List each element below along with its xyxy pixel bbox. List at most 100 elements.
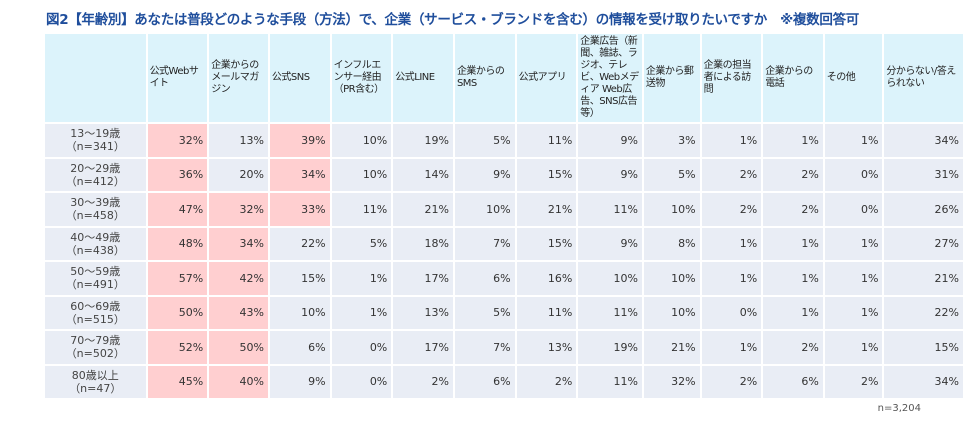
- value-cell: 31%: [884, 158, 963, 191]
- value-cell: 1%: [701, 227, 762, 260]
- value-cell: 1%: [824, 262, 883, 295]
- table-row: 70～79歳 （n=502） 52% 50% 6% 0% 17% 7% 13% 19% 21% 1% 2…: [45, 331, 963, 364]
- value-cell: 13%: [516, 331, 577, 364]
- value-cell: 17%: [393, 331, 453, 364]
- value-cell: 57%: [147, 262, 208, 295]
- value-cell: 21%: [884, 262, 963, 295]
- sample-size: （n=491）: [65, 278, 125, 292]
- corner-cell: [45, 34, 146, 122]
- value-cell: 11%: [578, 296, 642, 329]
- value-cell: 20%: [209, 158, 268, 191]
- value-cell: 10%: [643, 296, 700, 329]
- row-label: 30～39歳 （n=458）: [45, 193, 146, 226]
- value-cell: 11%: [516, 124, 577, 157]
- row-label: 40～49歳 （n=438）: [45, 227, 146, 260]
- row-label: 70～79歳 （n=502）: [45, 331, 146, 364]
- sample-size-note: n=3,204: [877, 403, 921, 414]
- value-cell: 40%: [209, 365, 268, 398]
- column-header: インフルエンサー経由（PR含む）: [331, 34, 392, 122]
- column-header: 企業広告（新聞、雑誌、ラジオ、テレビ、Webメディア Web広告、SNS広告等）: [578, 34, 642, 122]
- value-cell: 45%: [147, 365, 208, 398]
- value-cell: 9%: [578, 158, 642, 191]
- age-group: 60～69歳: [70, 299, 121, 313]
- row-label: 80歳以上 （n=47）: [45, 365, 146, 398]
- value-cell: 6%: [454, 262, 515, 295]
- value-cell: 16%: [516, 262, 577, 295]
- table-row: 30～39歳 （n=458） 47% 32% 33% 11% 21% 10% 21% 11% 10%…: [45, 193, 963, 226]
- value-cell: 8%: [643, 227, 700, 260]
- age-group: 30～39歳: [70, 196, 121, 210]
- value-cell: 6%: [763, 365, 823, 398]
- value-cell: 11%: [331, 193, 392, 226]
- value-cell: 15%: [269, 262, 330, 295]
- value-cell: 22%: [884, 296, 963, 329]
- value-cell: 7%: [454, 331, 515, 364]
- table-row: 40～49歳 （n=438） 48% 34% 22% 5% 18% 7% 15% 9% 8% 1% 1%…: [45, 227, 963, 260]
- table-row: 13～19歳 （n=341） 32% 13% 39% 10% 19% 5% 11% 9% 3% 1% 1…: [45, 124, 963, 157]
- age-group: 13～19歳: [70, 127, 121, 141]
- value-cell: 32%: [643, 365, 700, 398]
- sample-size: （n=341）: [65, 140, 125, 154]
- value-cell: 10%: [643, 193, 700, 226]
- value-cell: 2%: [516, 365, 577, 398]
- value-cell: 18%: [393, 227, 453, 260]
- value-cell: 9%: [269, 365, 330, 398]
- value-cell: 17%: [393, 262, 453, 295]
- value-cell: 34%: [269, 158, 330, 191]
- value-cell: 34%: [884, 365, 963, 398]
- table-row: 20～29歳 （n=412） 36% 20% 34% 10% 14% 9% 15% 9% 5% 2% 2…: [45, 158, 963, 191]
- value-cell: 14%: [393, 158, 453, 191]
- value-cell: 1%: [763, 124, 823, 157]
- value-cell: 2%: [824, 365, 883, 398]
- value-cell: 2%: [701, 193, 762, 226]
- value-cell: 2%: [701, 365, 762, 398]
- column-header: 企業からの電話: [763, 34, 823, 122]
- value-cell: 1%: [763, 296, 823, 329]
- column-header: 公式SNS: [269, 34, 330, 122]
- value-cell: 5%: [454, 296, 515, 329]
- value-cell: 2%: [393, 365, 453, 398]
- value-cell: 52%: [147, 331, 208, 364]
- value-cell: 33%: [269, 193, 330, 226]
- value-cell: 10%: [643, 262, 700, 295]
- value-cell: 1%: [701, 331, 762, 364]
- value-cell: 15%: [884, 331, 963, 364]
- value-cell: 6%: [269, 331, 330, 364]
- value-cell: 42%: [209, 262, 268, 295]
- value-cell: 1%: [331, 262, 392, 295]
- age-group: 20～29歳: [70, 161, 121, 175]
- value-cell: 6%: [454, 365, 515, 398]
- column-header: 企業から郵送物: [643, 34, 700, 122]
- value-cell: 1%: [824, 331, 883, 364]
- age-group: 80歳以上: [71, 368, 119, 382]
- row-label: 13～19歳 （n=341）: [45, 124, 146, 157]
- age-group: 70～79歳: [70, 334, 121, 348]
- data-table: 公式Webサイト 企業からのメールマガジン 公式SNS インフルエンサー経由（PR含む…: [43, 32, 963, 400]
- value-cell: 15%: [516, 227, 577, 260]
- column-header: 公式アプリ: [516, 34, 577, 122]
- value-cell: 1%: [331, 296, 392, 329]
- value-cell: 2%: [701, 158, 762, 191]
- value-cell: 5%: [331, 227, 392, 260]
- figure-title: 図2【年齢別】あなたは普段どのような手段（方法）で、企業（サービス・ブランドを含…: [46, 12, 859, 28]
- value-cell: 11%: [516, 296, 577, 329]
- table-row: 80歳以上 （n=47） 45% 40% 9% 0% 2% 6% 2% 11% 32% 2% 6% 2% 3…: [45, 365, 963, 398]
- value-cell: 5%: [643, 158, 700, 191]
- value-cell: 11%: [578, 365, 642, 398]
- value-cell: 13%: [209, 124, 268, 157]
- value-cell: 32%: [147, 124, 208, 157]
- value-cell: 10%: [331, 158, 392, 191]
- column-header: 公式LINE: [393, 34, 453, 122]
- value-cell: 1%: [824, 124, 883, 157]
- value-cell: 13%: [393, 296, 453, 329]
- header-row: 公式Webサイト 企業からのメールマガジン 公式SNS インフルエンサー経由（PR含む…: [45, 34, 963, 122]
- age-group: 40～49歳: [70, 230, 121, 244]
- value-cell: 0%: [331, 331, 392, 364]
- value-cell: 0%: [824, 158, 883, 191]
- value-cell: 27%: [884, 227, 963, 260]
- row-label: 60～69歳 （n=515）: [45, 296, 146, 329]
- value-cell: 47%: [147, 193, 208, 226]
- value-cell: 1%: [824, 227, 883, 260]
- value-cell: 10%: [454, 193, 515, 226]
- sample-size: （n=412）: [65, 174, 125, 188]
